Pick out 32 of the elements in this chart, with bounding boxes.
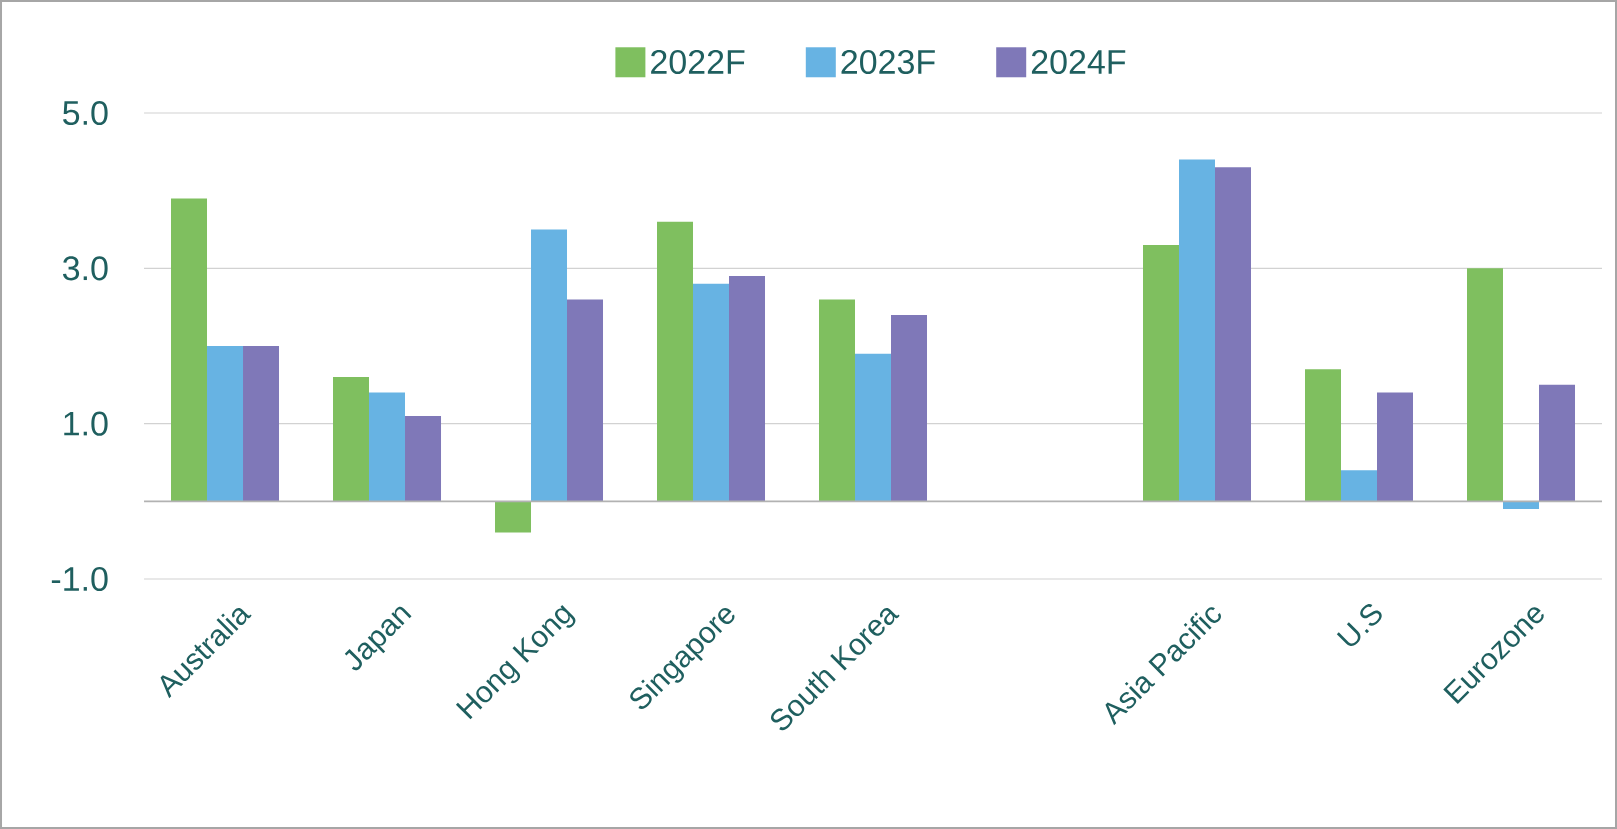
- bar: [1539, 384, 1575, 502]
- legend-label: 2022F: [651, 49, 745, 74]
- bar: [1179, 159, 1215, 502]
- bar: [1215, 167, 1251, 502]
- bar: [1503, 501, 1539, 510]
- bar: [693, 283, 730, 502]
- bar: [171, 198, 208, 502]
- x-tick-label: U.S: [1336, 604, 1382, 646]
- bar: [369, 392, 406, 502]
- bar: [1467, 268, 1503, 502]
- bar: [567, 299, 604, 502]
- bar: [243, 346, 280, 502]
- bar: [405, 415, 442, 502]
- bar: [657, 221, 693, 502]
- bar: [1377, 392, 1413, 502]
- bar: [495, 501, 532, 533]
- bar: [729, 276, 766, 502]
- legend-label: 2024F: [1031, 49, 1126, 74]
- bar: [1143, 245, 1179, 502]
- y-tick-label: 5.0: [63, 100, 108, 126]
- bar: [1305, 369, 1341, 502]
- bar: [531, 229, 567, 502]
- bar: [333, 377, 370, 502]
- bar: [819, 299, 856, 502]
- bar: [207, 346, 244, 502]
- bar: [891, 314, 928, 502]
- bar: [855, 353, 892, 502]
- legend-label: 2023F: [841, 49, 935, 74]
- y-tick-label: -1.0: [51, 566, 108, 592]
- bar: [1341, 470, 1377, 502]
- y-tick-label: 1.0: [64, 411, 108, 436]
- y-tick-label: 3.0: [62, 256, 108, 281]
